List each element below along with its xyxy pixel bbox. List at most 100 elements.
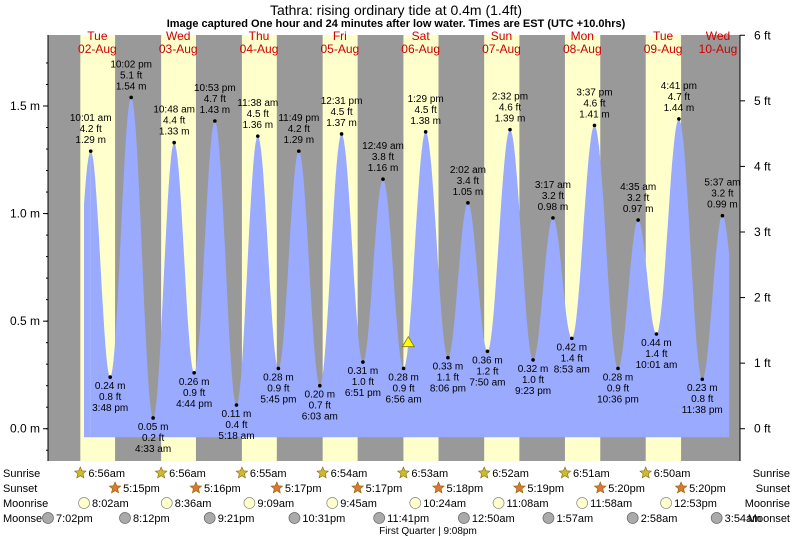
tide-label: 10:01 am [636,360,678,371]
tide-label: 10:48 am [153,105,195,116]
tide-point [108,375,112,379]
moonrise-time: 9:45am [340,498,377,510]
row-label-left: Moonset [3,513,45,525]
tide-label: 3.2 ft [711,189,733,200]
sun-star [477,466,491,479]
tide-water-area [84,97,730,438]
moonset-circle [119,512,131,524]
tide-label: 0.31 m [348,366,379,377]
moonrise-circle [576,497,589,509]
day-date: 06-Aug [401,42,440,56]
tide-label: 0.23 m [687,383,718,394]
moonset-time: 12:50am [472,513,515,525]
sunrise-time: 6:53am [411,468,448,480]
sunrise-time: 6:56am [88,468,125,480]
tide-label: 0.8 ft [691,394,713,405]
tide-label: 8:06 pm [430,384,466,395]
tide-label: 1.1 ft [437,373,459,384]
tide-area [90,97,730,438]
moonset-circle [710,512,723,524]
tide-label: 6:56 am [386,394,422,405]
tide-label: 1.54 m [116,81,147,92]
moonrise-time: 11:08am [507,498,549,510]
right-tick-label: 3 ft [754,225,771,239]
sunset-time: 5:20pm [608,483,645,495]
tide-label: 3:48 pm [92,403,128,414]
tide-label: 0.8 ft [99,392,121,403]
tide-label: 1.16 m [368,163,399,174]
tide-point [485,349,490,354]
sunrise-time: 6:51am [573,468,610,480]
tide-point [636,218,640,222]
day-date: 04-Aug [240,42,279,56]
sunrise-time: 6:50am [654,468,691,480]
sun-star [235,466,249,479]
moonrise-time: 9:09am [257,498,294,510]
tide-point [88,149,93,153]
tide-label: 1:29 pm [408,94,444,105]
tide-label: 0.28 m [603,372,634,383]
tide-label: 4.7 ft [668,92,690,103]
row-label-right: Sunset [756,483,790,495]
tide-point [654,332,659,336]
sun-star [73,466,87,479]
tide-label: 0.26 m [179,377,210,388]
tide-label: 4:35 am [620,182,656,193]
tide-point [151,416,155,420]
tide-label: 1.39 m [495,114,526,125]
tide-label: 0.2 ft [142,433,164,444]
tide-point [592,123,597,128]
moonset-circle [373,512,386,524]
chart-title: Tathra: rising ordinary tide at 0.4m (1.… [270,2,522,18]
tide-label: 0.9 ft [607,383,629,394]
sun-star [154,466,168,479]
tide-labels: 10:01 am4.2 ft1.29 m0.24 m0.8 ft3:48 pm1… [70,59,741,455]
tide-label: 0.98 m [538,202,569,213]
tide-label: 0.9 ft [267,383,289,394]
sunrise-time: 6:54am [331,468,368,480]
day-date: 02-Aug [78,42,117,56]
tide-label: 0.32 m [518,364,549,375]
sun-star [639,466,653,479]
right-tick-label: 4 ft [754,159,771,173]
tide-point [255,134,260,138]
row-label-left: Sunrise [3,468,40,480]
row-label-left: Sunset [3,483,37,495]
tide-point [508,127,512,132]
tide-label: 1.29 m [75,135,106,146]
day-date: 03-Aug [159,42,198,56]
tide-label: 0.7 ft [309,401,331,412]
moonrise-circle [660,497,672,509]
moonset-time: 3:54am [725,513,762,525]
moonset-time: 2:58am [641,513,678,525]
day-date: 07-Aug [482,42,521,56]
tide-label: 3:17 am [535,180,571,191]
right-tick-label: 6 ft [754,28,771,42]
chart-subtitle: Image captured One hour and 24 minutes a… [167,18,626,30]
tide-point [616,366,620,371]
moonrise-time: 10:24am [423,498,466,510]
tide-label: 11:38 pm [682,405,723,416]
moonset-circle [288,512,301,524]
moonset-circle [542,512,555,524]
tide-label: 5:18 am [218,431,254,442]
tide-label: 0.11 m [222,409,252,420]
row-label-right: Moonrise [745,498,790,510]
sun-star [432,481,445,494]
tide-label: 4:41 pm [661,81,697,92]
tide-label: 10:02 pm [110,59,152,70]
tide-label: 1.44 m [664,103,695,114]
tide-label: 1.4 ft [645,349,667,360]
tide-point [381,177,385,181]
tide-point [677,117,681,121]
tide-label: 12:31 pm [321,96,363,107]
day-date: 10-Aug [699,42,738,56]
moonset-circle [626,512,639,524]
moonset-time: 7:02pm [56,513,93,525]
moonset-circle [203,512,216,524]
day-date: 08-Aug [563,42,602,56]
left-tick-label: 0.5 m [10,314,40,328]
tide-label: 2:02 am [450,165,486,176]
row-label-left: Moonrise [3,498,48,510]
tide-area-lead [84,151,91,438]
